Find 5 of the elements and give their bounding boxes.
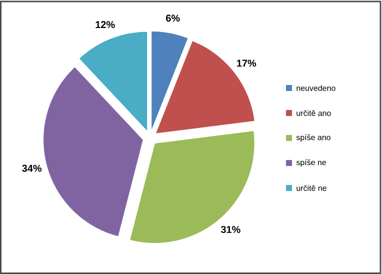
data-label: 12% xyxy=(96,21,115,28)
data-label: 31% xyxy=(220,226,240,234)
data-label: 34% xyxy=(22,164,42,172)
data-label: 6% xyxy=(166,14,180,22)
data-label: 17% xyxy=(237,60,256,67)
